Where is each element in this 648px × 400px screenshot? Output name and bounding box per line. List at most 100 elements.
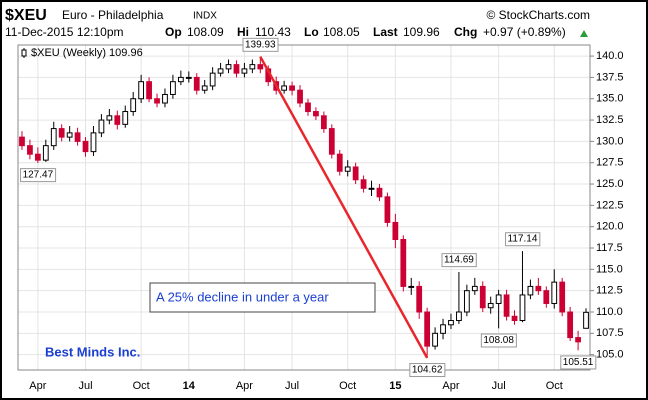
candle-body [448,320,454,326]
price-label-bg [20,168,57,183]
candle-body [424,311,431,347]
candle-body [98,119,105,134]
candle-body [162,93,168,104]
x-tick-label: Apr [442,380,459,392]
x-tick-label: Apr [236,380,253,392]
candle-body [154,98,160,104]
candle-body [432,332,438,347]
candle-body [209,72,216,87]
candle-body [50,128,57,147]
candle-body [527,285,534,296]
candle-body [543,290,550,304]
price-label: 105.51 [563,357,594,368]
y-tick-label: 125.0 [596,178,624,190]
annotation-box [149,282,376,313]
candle-body [416,285,423,313]
candle-body [58,128,65,138]
candle-body [249,64,256,70]
candle-body [400,238,407,287]
candle-body [463,290,470,313]
price-label-bg [560,355,597,370]
price-label-bg [409,363,446,378]
candle-body [305,102,311,113]
plot-border [17,44,591,371]
candle-body [66,132,73,138]
candle-body [495,294,502,304]
candle-body [328,128,335,155]
candle-body [241,68,248,74]
quote-label: Lo [304,25,319,39]
y-tick-label: 122.5 [596,199,624,211]
source: © StockCharts.com [486,8,590,22]
candle-body [130,98,137,113]
candle-body [82,140,89,153]
x-tick-label: Oct [339,380,356,392]
candle-body [559,281,566,313]
candle-body [281,85,288,91]
candle-body [257,64,264,70]
candle-body [479,285,486,309]
price-label: 117.14 [508,234,538,245]
y-tick-label: 105.0 [596,349,624,361]
x-tick-label: Jul [285,380,299,392]
up-arrow [580,30,588,37]
candle-body [320,115,327,130]
candle-body [201,85,208,91]
candle-body [19,136,25,147]
quote-value: 110.43 [255,25,291,39]
candle-body [551,281,558,304]
quote-value: 108.05 [323,25,360,39]
instrument-name: Euro - Philadelphia [62,8,164,22]
candle-body [440,324,446,334]
candle-body [344,166,351,172]
x-tick-label: 14 [183,380,196,392]
candle-body [352,166,359,181]
price-label-bg [480,333,517,348]
candle-body [122,111,129,125]
symbol: $XEU [5,7,47,24]
candle-body [503,294,510,317]
price-label: 127.47 [23,170,54,181]
candle-body [90,132,97,153]
candle-body [146,81,152,100]
price-label: 108.08 [483,335,514,346]
candle-body [471,285,478,292]
candle-body [297,89,303,104]
y-tick-label: 107.5 [596,327,624,339]
candle-body [27,145,33,155]
candle-body [567,311,574,339]
x-tick-label: Jul [492,380,506,392]
candle-body [42,145,49,161]
x-tick-label: 15 [389,380,401,392]
y-tick-label: 110.0 [596,306,623,318]
candle-body [233,64,240,74]
x-tick-label: Jul [78,380,92,392]
watermark: Best Minds Inc. [45,344,140,359]
candle-body [519,294,526,322]
candle-body [336,153,343,172]
trend-line [259,56,429,359]
candle-body [170,81,176,95]
quote-label: Hi [237,25,249,39]
quote-value: 108.09 [187,25,224,39]
date: 11-Dec-2015 12:10pm [5,25,124,39]
x-tick-label: Oct [546,380,563,392]
y-tick-label: 120.0 [596,221,624,233]
y-tick-label: 115.0 [596,263,623,275]
quote-label: Op [165,25,182,39]
quote-label: Chg [454,25,477,39]
candle-body [511,315,518,322]
y-tick-label: 130.0 [596,135,624,147]
candle-body [225,64,232,70]
candle-body [177,76,184,83]
candle-body [114,115,121,125]
candle-body [408,285,415,288]
price-label: 114.69 [444,255,474,266]
candle-body [360,179,367,189]
y-tick-label: 137.5 [596,71,624,83]
candle-body [74,132,81,142]
candle-body [217,68,224,74]
change: +0.97 (+0.89%) [483,25,566,39]
